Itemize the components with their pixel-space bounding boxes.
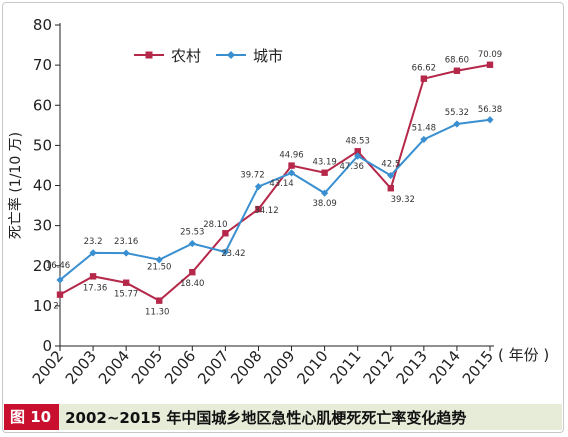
data-point-rural bbox=[122, 279, 130, 286]
data-label-urban: 21.50 bbox=[147, 263, 171, 273]
data-point-urban bbox=[188, 239, 196, 248]
x-tick-label: 2007 bbox=[194, 347, 232, 388]
y-axis-ticks: 0 10 20 30 40 50 60 70 80 bbox=[33, 16, 60, 355]
data-point-rural bbox=[255, 205, 262, 213]
data-point-urban bbox=[221, 248, 229, 256]
data-point-rural bbox=[56, 291, 64, 298]
data-point-rural bbox=[156, 297, 163, 304]
legend-label-urban: 城市 bbox=[253, 47, 283, 65]
data-label-urban: 23.2 bbox=[84, 237, 103, 247]
data-label-rural: 68.60 bbox=[445, 56, 469, 66]
data-label-urban: 16.46 bbox=[46, 261, 70, 271]
data-point-rural bbox=[354, 148, 361, 155]
data-point-urban bbox=[486, 116, 494, 124]
x-tick-label: 2006 bbox=[161, 347, 199, 388]
x-tick-label: 2011 bbox=[326, 347, 364, 388]
y-tick-label: 20 bbox=[33, 257, 52, 275]
data-point-urban bbox=[287, 169, 296, 177]
x-tick-label: 2012 bbox=[359, 347, 397, 388]
caption-title: 2002~2015 年中国城乡地区急性心肌梗死死亡率变化趋势 bbox=[65, 408, 467, 427]
data-label-urban: 38.09 bbox=[312, 199, 336, 209]
legend-label-rural: 农村 bbox=[171, 47, 201, 65]
data-label-urban: 51.48 bbox=[412, 123, 436, 133]
data-label-rural: 44.96 bbox=[279, 151, 303, 161]
data-label-rural: 17.36 bbox=[83, 283, 107, 293]
x-tick-label: 2002 bbox=[29, 347, 67, 388]
x-tick-label: 2010 bbox=[293, 347, 331, 388]
x-tick-label: 2014 bbox=[426, 347, 464, 388]
x-tick-label: 2015 bbox=[459, 347, 497, 388]
legend: 农村 城市 bbox=[134, 47, 283, 65]
data-label-urban: 56.38 bbox=[478, 105, 502, 115]
data-label-rural: 43.19 bbox=[312, 158, 336, 168]
data-label-rural: 11.30 bbox=[145, 308, 169, 318]
y-tick-label: 30 bbox=[33, 217, 52, 235]
data-label-rural: 18.40 bbox=[180, 279, 204, 289]
data-point-urban bbox=[420, 135, 428, 144]
x-axis-title: ( 年份 ) bbox=[498, 346, 549, 364]
y-tick-label: 50 bbox=[33, 136, 52, 154]
data-label-urban: 55.32 bbox=[445, 108, 469, 118]
data-point-urban bbox=[56, 276, 64, 284]
figure-caption: 图 10 2002~2015 年中国城乡地区急性心肌梗死死亡率变化趋势 bbox=[4, 404, 562, 430]
data-label-rural: 48.53 bbox=[346, 136, 370, 146]
data-point-rural bbox=[288, 162, 295, 169]
data-point-urban bbox=[155, 256, 163, 264]
series-line-rural bbox=[59, 63, 491, 302]
data-point-urban bbox=[321, 189, 329, 197]
y-tick-label: 60 bbox=[33, 96, 52, 114]
data-point-rural bbox=[387, 185, 394, 192]
data-point-rural bbox=[321, 169, 328, 176]
data-label-urban: 42.5 bbox=[381, 159, 400, 169]
y-tick-label: 40 bbox=[33, 177, 52, 195]
data-point-urban bbox=[354, 152, 362, 160]
data-point-urban bbox=[89, 249, 97, 257]
data-point-rural bbox=[189, 268, 196, 276]
x-tick-label: 2005 bbox=[128, 347, 166, 388]
y-tick-label: 80 bbox=[33, 16, 52, 34]
data-point-rural bbox=[486, 61, 494, 68]
data-point-urban bbox=[122, 249, 130, 257]
data-label-rural: 2 bbox=[53, 302, 58, 312]
x-tick-label: 2009 bbox=[260, 347, 298, 388]
data-label-rural: 15.77 bbox=[114, 290, 138, 300]
data-label-rural: 66.62 bbox=[412, 64, 436, 74]
data-point-urban bbox=[387, 171, 395, 180]
data-labels: 2 17.36 15.77 11.30 18.40 28.10 34.12 44.96 43.1… bbox=[46, 50, 502, 318]
data-label-urban: 47.36 bbox=[340, 162, 364, 172]
data-label-urban: 23.42 bbox=[221, 249, 245, 259]
series-layer bbox=[56, 61, 494, 304]
chart-frame bbox=[2, 2, 564, 433]
x-tick-label: 2008 bbox=[227, 347, 265, 388]
data-label-urban: 23.16 bbox=[114, 237, 138, 247]
data-point-urban bbox=[254, 183, 263, 191]
y-tick-label: 0 bbox=[42, 337, 52, 355]
data-point-urban bbox=[453, 120, 461, 128]
y-tick-label: 10 bbox=[33, 297, 52, 315]
x-axis-ticks: 2002200320042005200620072008200920102011… bbox=[29, 346, 497, 388]
data-label-rural: 34.12 bbox=[254, 206, 278, 216]
y-axis-title: 死亡率 (1/10 万) bbox=[7, 132, 24, 239]
x-tick-label: 2003 bbox=[62, 347, 100, 388]
data-point-rural bbox=[420, 75, 428, 82]
figure-label: 图 10 bbox=[4, 404, 60, 430]
data-point-rural bbox=[453, 67, 461, 74]
legend-marker-urban bbox=[227, 51, 235, 59]
legend-marker-rural bbox=[145, 51, 153, 59]
data-label-rural: 39.32 bbox=[391, 195, 415, 205]
data-label-urban: 43.14 bbox=[269, 179, 293, 189]
data-label-urban: 25.53 bbox=[180, 228, 204, 238]
data-label-urban: 39.72 bbox=[240, 171, 264, 181]
data-point-rural bbox=[222, 230, 229, 237]
series-line-urban bbox=[59, 118, 491, 281]
data-label-rural: 28.10 bbox=[203, 220, 227, 230]
x-tick-label: 2004 bbox=[95, 347, 133, 388]
data-label-rural: 70.09 bbox=[478, 50, 502, 60]
data-point-rural bbox=[89, 273, 97, 280]
y-tick-label: 70 bbox=[33, 56, 52, 74]
x-tick-label: 2013 bbox=[393, 347, 431, 388]
